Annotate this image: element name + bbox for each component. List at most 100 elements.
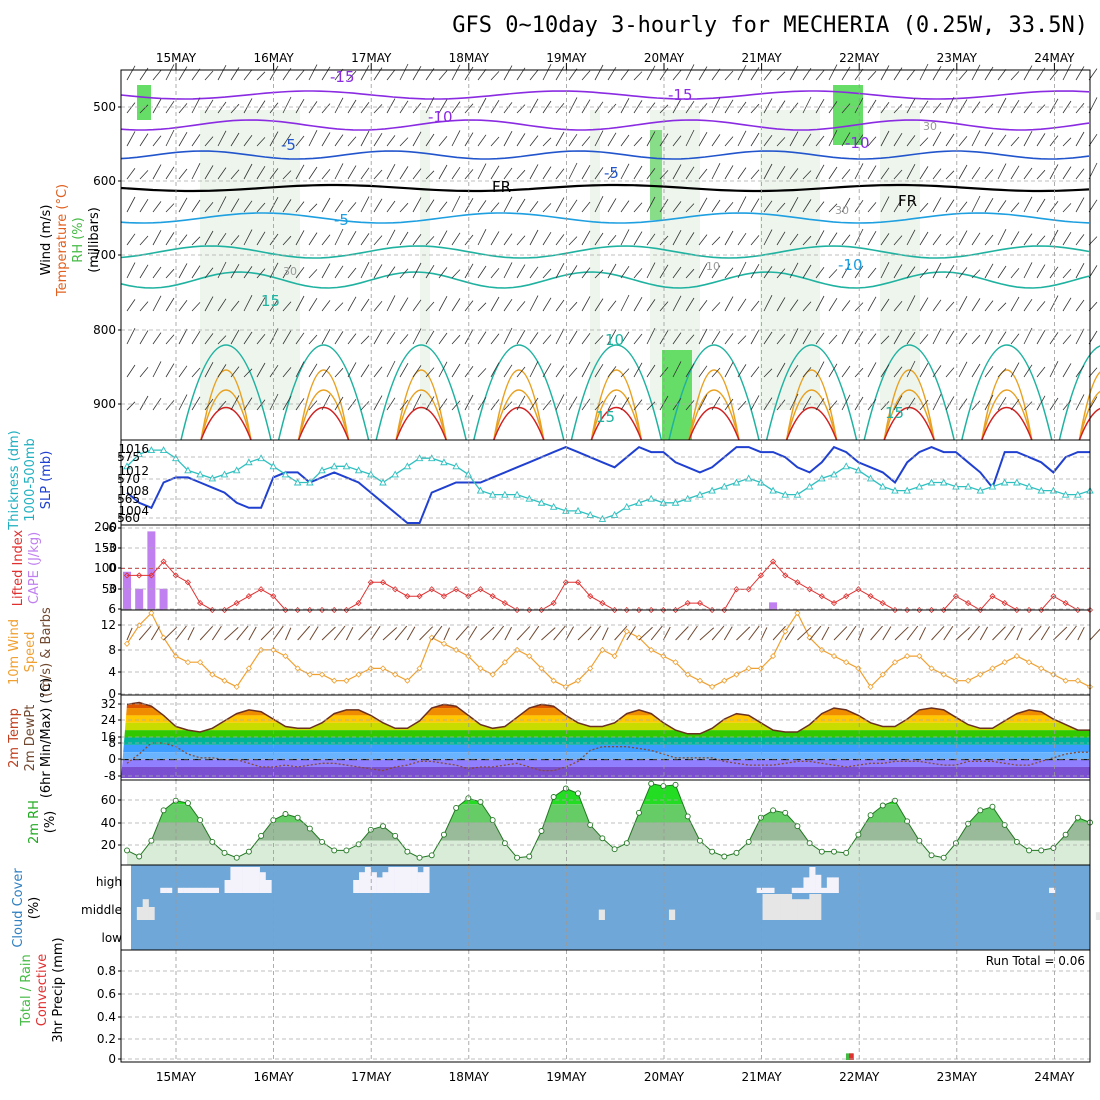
- temp-tick-label: 16: [101, 730, 116, 744]
- wind-barb: [516, 329, 526, 345]
- wind-speed-point: [672, 659, 679, 666]
- date-label-bottom: 21MAY: [741, 1070, 782, 1084]
- rh-high-cell: [662, 350, 692, 440]
- rh-point: [294, 814, 301, 821]
- contour-label: FR: [898, 192, 917, 210]
- wind-barb: [256, 297, 266, 312]
- wind-barb: [646, 102, 656, 114]
- wind-barb: [152, 230, 162, 246]
- thickness-point: [513, 490, 521, 498]
- wind-speed-point: [904, 653, 911, 660]
- grid-layer: [121, 70, 1090, 1062]
- wind-barb: [529, 266, 539, 279]
- wind-barb: [1075, 131, 1085, 147]
- warm-lobe-contour: [200, 369, 252, 441]
- slp-tick-label: 560: [117, 511, 140, 525]
- wind-barb: [854, 265, 864, 279]
- wind-speed-point: [453, 646, 460, 653]
- wind-barb: [386, 164, 396, 180]
- slp-axis-label: 1000-500mb: [23, 438, 38, 522]
- upper-air-contours: [120, 63, 1100, 441]
- temp-axis-label: (6hr Min/Max) (°C): [39, 678, 54, 798]
- wind-barb: [646, 299, 656, 312]
- wind-barb: [633, 268, 643, 279]
- wind-barb: [971, 232, 981, 246]
- wind-barb: [997, 68, 1007, 81]
- wind-barb: [503, 196, 513, 213]
- rh-point: [514, 854, 521, 861]
- wind-barb: [490, 136, 500, 147]
- wind-barb: [880, 335, 890, 345]
- wind-barb: [815, 164, 825, 180]
- wind-barb: [789, 233, 799, 246]
- wind-barb: [646, 167, 656, 180]
- wind-barb: [1036, 329, 1046, 345]
- wind-barb: [516, 264, 526, 279]
- wind-barb: [230, 169, 240, 180]
- thickness-point: [586, 510, 594, 518]
- wind-barb: [646, 196, 656, 213]
- temp-tick-label: 24: [101, 713, 116, 727]
- wind-barb: [638, 626, 653, 641]
- wind-barb: [841, 197, 851, 213]
- wind-barb: [659, 264, 669, 279]
- cloud-high-bar: [236, 867, 243, 893]
- wind-barb: [568, 236, 578, 246]
- wind-barb: [724, 70, 734, 81]
- wind-barb: [1023, 401, 1033, 411]
- wind-barb: [503, 65, 513, 81]
- wind-barb: [467, 626, 478, 641]
- upper-axis-labels: Wind (m/s) Temperature (°C) RH (%) (milliba…: [39, 184, 102, 297]
- temp-tick-label: 0: [108, 752, 116, 766]
- wind-barb: [126, 65, 136, 81]
- isotherm-lobe: [863, 344, 955, 441]
- thickness-point: [562, 506, 570, 514]
- wind-barb: [945, 170, 955, 180]
- upper-tick-label: 700: [93, 248, 116, 262]
- wind-barb: [282, 395, 292, 411]
- wind-barb: [880, 196, 890, 213]
- wind-barb: [529, 361, 539, 378]
- wind-barb: [997, 229, 1007, 246]
- lifted-index-point: [733, 586, 740, 593]
- wind-barb: [906, 397, 916, 411]
- isotherm-lobe: [1058, 345, 1100, 441]
- thickness-point: [793, 490, 802, 498]
- wind-barb: [841, 168, 851, 180]
- wind-barb: [763, 229, 773, 246]
- wind-barb: [217, 101, 227, 114]
- wind-barb: [373, 300, 383, 312]
- wind-barb: [789, 262, 799, 279]
- rh-point: [416, 854, 423, 861]
- axes-layer: [118, 63, 1091, 1063]
- wind-barb: [555, 394, 565, 411]
- wind-barb: [723, 626, 733, 641]
- cloud-high-bar: [768, 887, 775, 893]
- isotherm-line: [120, 245, 1090, 259]
- wind-barb: [425, 396, 435, 411]
- wind-barb: [828, 166, 838, 180]
- slp-tick-label: 575: [117, 450, 140, 464]
- wind-barb: [490, 165, 500, 180]
- cape-bar: [159, 588, 168, 610]
- wind-barb: [516, 626, 531, 641]
- wind-barb: [1023, 233, 1033, 246]
- rh-point: [355, 841, 362, 848]
- wind-barb: [503, 102, 513, 114]
- rh-point: [282, 811, 289, 817]
- isotherm-line: [120, 183, 1090, 193]
- wind-barb: [1036, 264, 1046, 279]
- wind-barb: [815, 361, 825, 378]
- wind-barb: [516, 133, 526, 147]
- wind-speed-point: [123, 640, 131, 647]
- wind-barb: [321, 626, 336, 641]
- wind-barb: [224, 627, 239, 641]
- thickness-point: [818, 474, 826, 482]
- wind-barb: [685, 166, 695, 180]
- wind-barb: [971, 334, 981, 345]
- wind-barb: [230, 329, 240, 345]
- wind-barb: [503, 298, 513, 312]
- wind-barb: [906, 69, 916, 81]
- thickness-point: [866, 474, 875, 482]
